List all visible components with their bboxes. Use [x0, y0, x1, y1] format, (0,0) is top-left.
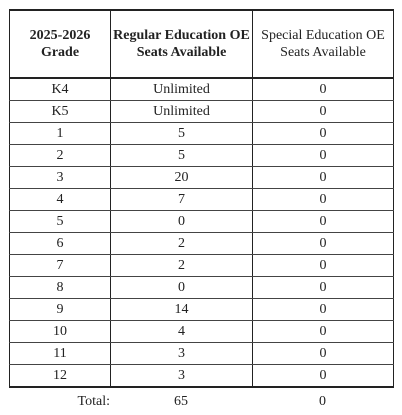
cell-regular-seats: 2	[110, 232, 253, 255]
cell-regular-seats: 3	[110, 342, 253, 365]
cell-grade: 12	[9, 364, 111, 388]
total-label: Total:	[77, 394, 110, 409]
cell-regular-seats: 2	[110, 254, 253, 277]
cell-special-seats: 0	[252, 276, 394, 299]
total-special-seats: 0	[319, 394, 326, 409]
table-row: 7 2 0	[9, 254, 394, 277]
cell-grade: 11	[9, 342, 111, 365]
cell-regular-seats: 3	[110, 364, 253, 388]
cell-special-seats: 0	[252, 210, 394, 233]
cell-regular-seats: 7	[110, 188, 253, 211]
cell-special-seats: 0	[252, 188, 394, 211]
cell-grade: 4	[9, 188, 111, 211]
cell-special-seats: 0	[252, 122, 394, 145]
cell-grade: 1	[9, 122, 111, 145]
table-row: 6 2 0	[9, 232, 394, 255]
table-row: K5 Unlimited 0	[9, 100, 394, 123]
seats-table-container: 2025-2026 Grade Regular Education OE Sea…	[9, 9, 394, 412]
open-enrollment-seats-table: 2025-2026 Grade Regular Education OE Sea…	[9, 9, 394, 388]
cell-regular-seats: 14	[110, 298, 253, 321]
cell-special-seats: 0	[252, 100, 394, 123]
table-row: 5 0 0	[9, 210, 394, 233]
cell-grade: 10	[9, 320, 111, 343]
cell-grade: 8	[9, 276, 111, 299]
cell-regular-seats: 4	[110, 320, 253, 343]
cell-grade: 3	[9, 166, 111, 189]
cell-grade: 9	[9, 298, 111, 321]
table-row: 10 4 0	[9, 320, 394, 343]
cell-special-seats: 0	[252, 298, 394, 321]
header-grade: 2025-2026 Grade	[9, 9, 111, 79]
table-row: 12 3 0	[9, 364, 394, 388]
header-special-education-seats: Special Education OE Seats Available	[252, 9, 394, 79]
cell-regular-seats: 20	[110, 166, 253, 189]
cell-special-seats: 0	[252, 144, 394, 167]
cell-special-seats: 0	[252, 364, 394, 388]
table-row: 1 5 0	[9, 122, 394, 145]
total-regular-seats: 65	[174, 394, 188, 409]
cell-regular-seats: Unlimited	[110, 100, 253, 123]
table-row: 8 0 0	[9, 276, 394, 299]
cell-regular-seats: Unlimited	[110, 77, 253, 101]
cell-grade: 5	[9, 210, 111, 233]
totals-row: Total: 65 0	[9, 392, 393, 412]
table-row: K4 Unlimited 0	[9, 77, 394, 101]
cell-grade: 6	[9, 232, 111, 255]
cell-special-seats: 0	[252, 342, 394, 365]
table-row: 3 20 0	[9, 166, 394, 189]
cell-special-seats: 0	[252, 320, 394, 343]
cell-regular-seats: 5	[110, 122, 253, 145]
header-regular-education-seats: Regular Education OE Seats Available	[110, 9, 253, 79]
table-row: 9 14 0	[9, 298, 394, 321]
table-row: 11 3 0	[9, 342, 394, 365]
cell-special-seats: 0	[252, 77, 394, 101]
cell-regular-seats: 0	[110, 276, 253, 299]
cell-special-seats: 0	[252, 254, 394, 277]
cell-special-seats: 0	[252, 232, 394, 255]
cell-regular-seats: 0	[110, 210, 253, 233]
cell-grade: K5	[9, 100, 111, 123]
table-row: 4 7 0	[9, 188, 394, 211]
cell-grade: 2	[9, 144, 111, 167]
cell-regular-seats: 5	[110, 144, 253, 167]
cell-grade: 7	[9, 254, 111, 277]
cell-grade: K4	[9, 77, 111, 101]
table-header-row: 2025-2026 Grade Regular Education OE Sea…	[9, 9, 394, 79]
table-row: 2 5 0	[9, 144, 394, 167]
cell-special-seats: 0	[252, 166, 394, 189]
